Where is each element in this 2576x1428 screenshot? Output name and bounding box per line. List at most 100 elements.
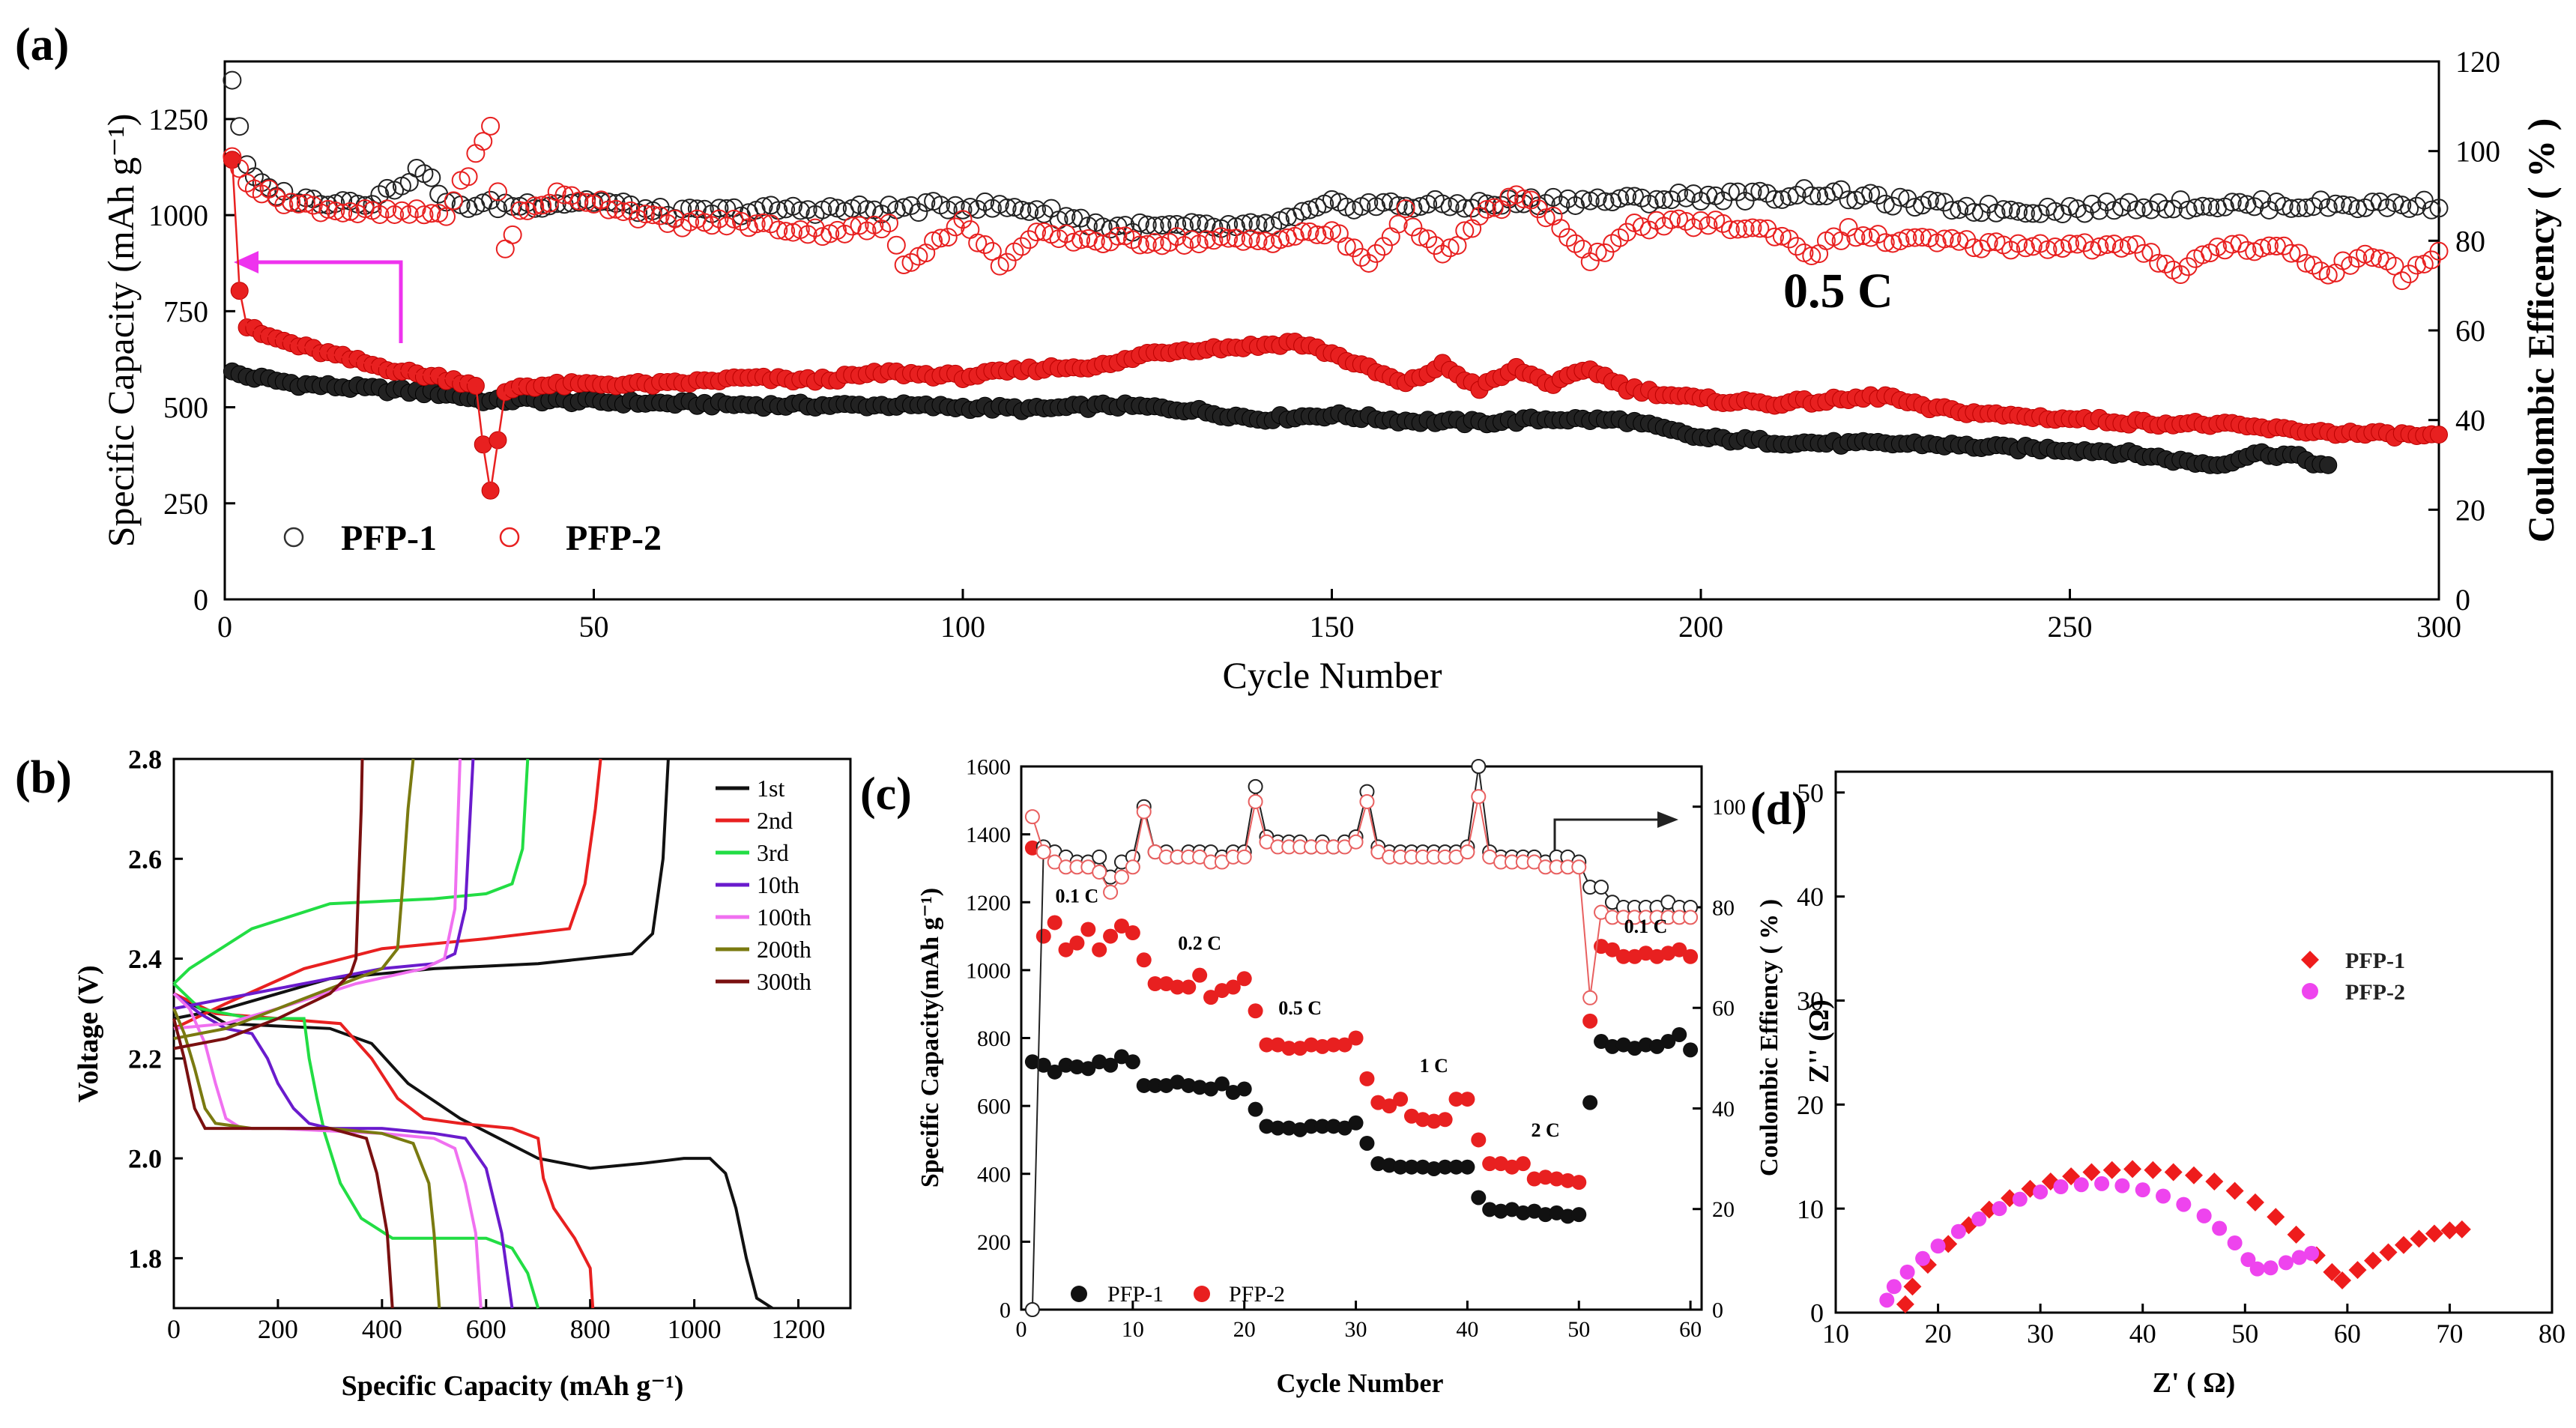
panel-c-pfp1-ce-point <box>1594 880 1609 895</box>
panel-a-pfp1-ce-point <box>790 201 810 220</box>
panel-a-pfp1-ce-point <box>1684 184 1703 204</box>
panel-b-curve-100th-charge <box>173 758 462 1030</box>
panel-c-pfp2-capacity-point <box>1348 1030 1364 1046</box>
panel-a-pfp1-ce-point <box>2289 198 2309 217</box>
panel-b-legend-label-3rd: 3rd <box>757 839 789 866</box>
panel-b-curve-200th-discharge <box>172 1008 441 1309</box>
panel-a-pfp1-ce-point <box>1189 214 1209 233</box>
panel-a-pfp1-ce-point <box>2297 198 2316 217</box>
panel-a-pfp1-ce-point <box>2400 199 2419 218</box>
panel-b-y-tick-label: 1.8 <box>128 1244 162 1274</box>
panel-c-pfp1-capacity-point <box>1370 1156 1386 1172</box>
panel-a-pfp1-ce-point <box>997 198 1017 217</box>
panel-c-rate-label: 0.2 C <box>1178 933 1221 954</box>
panel-a-pfp2-ce-point <box>296 193 315 213</box>
panel-c-pfp2-capacity-point <box>1448 1092 1464 1107</box>
panel-a-axis-arrow <box>244 260 403 343</box>
panel-c-pfp1-capacity-point <box>1080 1061 1096 1077</box>
panel-a-y-tick-label: 1250 <box>148 103 208 136</box>
panel-a-pfp1-ce-point <box>2075 204 2094 223</box>
panel-d-pfp1-point <box>1903 1277 1922 1296</box>
panel-d-y-tick-label: 10 <box>1797 1194 1824 1224</box>
panel-a-pfp2-ce-point <box>1802 246 1821 266</box>
panel-a-pfp2-capacity-point <box>2430 426 2448 444</box>
panel-c-y-tick-label: 1600 <box>966 755 1011 780</box>
panel-a-pfp2-ce-point <box>437 207 456 226</box>
panel-b-curve-300th-charge <box>173 758 364 1050</box>
panel-c-pfp1-capacity-point <box>1638 1037 1654 1053</box>
panel-a-pfp2-ce-point <box>1292 222 1312 241</box>
panel-c-pfp2-capacity-point <box>1192 967 1208 983</box>
panel-a-pfp2-ce-point <box>1411 227 1430 246</box>
panel-a-y2label: Coulombic Efficency ( % ) <box>2520 118 2562 543</box>
panel-a-pfp2-ce-point <box>599 200 618 220</box>
panel-a-pfp1-ce-point <box>1558 189 1578 208</box>
panel-b-x-tick-label: 0 <box>167 1314 181 1344</box>
panel-d-pfp1-point <box>2144 1161 2162 1179</box>
panel-c-x-tick-label: 60 <box>1679 1317 1702 1342</box>
panel-a-pfp2-ce-point <box>725 209 744 229</box>
panel-a-pfp2-ce-point <box>2392 271 2412 291</box>
panel-a-pfp1-ce-point <box>2333 195 2353 214</box>
panel-letter-c: (c) <box>860 769 912 820</box>
panel-a-pfp2-ce-point <box>754 213 773 232</box>
panel-a-pfp1-ce-point <box>422 168 441 187</box>
panel-a-pfp1-ce-point <box>857 200 877 220</box>
panel-a-pfp2-ce-point <box>857 221 877 240</box>
panel-a-pfp1-ce-point <box>2141 200 2161 220</box>
panel-c-pfp1-capacity-point <box>1113 1049 1129 1065</box>
panel-a-pfp2-ce-point <box>2267 236 2286 255</box>
panel-c-pfp2-capacity-point <box>1170 979 1185 995</box>
panel-a-pfp2-capacity-line <box>231 157 521 492</box>
panel-c-pfp1-capacity-point <box>1571 1207 1587 1223</box>
panel-a-pfp1-ce-point <box>1116 216 1135 235</box>
panel-a-pfp2-ce-point <box>1064 232 1083 252</box>
panel-d-x-tick-label: 10 <box>1822 1319 1849 1349</box>
panel-a-pfp2-ce-point <box>488 182 507 202</box>
panel-a-pfp1-ce-point <box>1373 193 1393 212</box>
panel-c-pfp1-capacity-point <box>1471 1190 1487 1205</box>
panel-a-pfp1-ce-point <box>635 199 655 218</box>
panel-c-pfp2-capacity-point <box>1225 979 1241 995</box>
panel-a-pfp1-ce-point <box>901 196 921 215</box>
panel-a-pfp1-ce-point <box>776 199 796 219</box>
panel-c-y-tick-label: 1400 <box>966 823 1011 847</box>
panel-c-pfp2-ce-point <box>1125 859 1140 875</box>
panel-a-pfp1-ce-point <box>1137 215 1157 235</box>
panel-a-pfp2-ce-point <box>333 203 353 223</box>
panel-c-pfp2-capacity-point <box>1147 976 1163 991</box>
panel-a-axis-arrow-head <box>234 251 258 273</box>
panel-a-pfp2-ce-point <box>1743 218 1762 238</box>
panel-b-legend-label-200th: 200th <box>757 936 811 963</box>
panel-a-pfp2-ce-point <box>474 132 493 151</box>
panel-a-pfp1-ce-point <box>1824 182 1843 202</box>
panel-a-pfp2-ce-point <box>1433 244 1452 264</box>
panel-a-pfp1-ce-point <box>1618 187 1636 206</box>
panel-a-pfp2-ce-point <box>717 217 737 236</box>
panel-c-pfp2-ce-point <box>1024 809 1040 825</box>
panel-a-pfp1-ce-point <box>2407 196 2426 216</box>
panel-c-pfp2-ce-point <box>1471 789 1487 805</box>
panel-d-chart: Z' ( Ω) Z'' (Ω) PFP-1 PFP-2 10 20 30 40 50 60… <box>1797 770 2566 1399</box>
panel-c-pfp1-capacity-point <box>1683 1042 1699 1058</box>
panel-c-y2-tick-label: 100 <box>1712 795 1746 820</box>
panel-a-pfp1-ce-point <box>1765 190 1784 209</box>
panel-a-pfp1-ce-point <box>2311 190 2330 210</box>
panel-a-pfp2-ce-point <box>2090 237 2109 256</box>
panel-a-pfp2-ce-point <box>894 255 913 275</box>
panel-a-pfp1-ce-point <box>1647 190 1666 209</box>
panel-a-pfp1-ce-point <box>2156 199 2176 219</box>
panel-d-pfp1-point <box>2452 1220 2471 1238</box>
panel-a-pfp1-ce-point <box>1854 186 1873 205</box>
panel-a-pfp2-ce-point <box>569 191 589 211</box>
panel-a-pfp2-ce-point <box>2075 233 2094 252</box>
panel-a-pfp2-ce-point <box>1388 214 1408 234</box>
panel-a-pfp2-ce-point <box>1086 232 1105 251</box>
panel-d-pfp2-point <box>2196 1208 2212 1223</box>
panel-c-pfp2-capacity-point <box>1683 949 1699 964</box>
panel-a-pfp2-ce-point <box>776 222 796 241</box>
panel-a-pfp2-ce-point <box>274 195 294 214</box>
panel-a-pfp1-ce-point <box>1595 192 1615 211</box>
panel-a-pfp2-ce-point <box>289 194 308 214</box>
